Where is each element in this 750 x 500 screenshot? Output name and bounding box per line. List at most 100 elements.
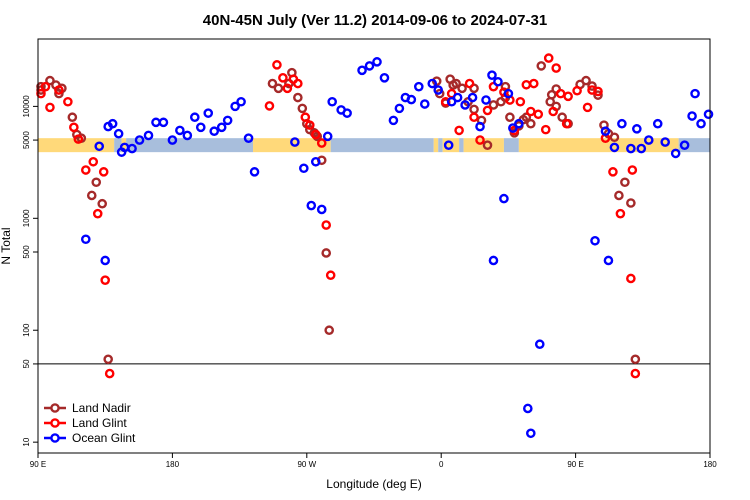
data-point: [36, 88, 46, 99]
data-point: [526, 106, 536, 117]
data-point: [40, 81, 51, 92]
data-point: [620, 177, 630, 188]
data-point: [536, 61, 547, 71]
data-point: [551, 63, 561, 73]
data-point: [236, 96, 246, 107]
data-point: [609, 142, 620, 153]
x-tick-label: 90 W: [297, 460, 316, 469]
data-point: [475, 121, 485, 132]
data-point: [209, 126, 220, 137]
data-point: [306, 200, 317, 211]
data-point: [493, 76, 503, 87]
data-point: [316, 138, 327, 148]
y-tick-label: 5000: [22, 131, 31, 149]
y-axis-label: N Total: [0, 227, 13, 264]
data-point: [189, 112, 200, 123]
data-point: [324, 325, 335, 336]
data-point: [230, 101, 240, 112]
band-segment-ocean: [330, 138, 434, 153]
data-point: [636, 143, 647, 154]
data-point: [670, 148, 681, 159]
data-point: [515, 96, 526, 107]
band-segment-ocean: [678, 138, 710, 153]
band-segment-ocean: [126, 138, 254, 153]
data-point: [488, 255, 499, 266]
data-point: [299, 163, 309, 174]
data-point: [94, 141, 105, 152]
data-point: [505, 112, 515, 123]
data-point: [587, 81, 597, 91]
chart-title: 40N-45N July (Ver 11.2) 2014-09-06 to 20…: [203, 12, 547, 29]
data-point: [454, 125, 464, 136]
data-point: [73, 134, 84, 144]
band-segment-ocean: [459, 138, 464, 153]
data-point: [316, 204, 327, 215]
x-tick-label: 180: [703, 460, 717, 469]
data-point: [357, 65, 367, 76]
data-point: [54, 85, 64, 95]
data-point: [626, 273, 636, 284]
data-point: [267, 78, 278, 89]
band-segment-land: [121, 138, 127, 153]
data-point: [372, 57, 382, 67]
data-point: [151, 117, 161, 128]
data-point: [545, 96, 556, 107]
data-point: [293, 78, 303, 89]
data-point: [203, 108, 214, 118]
data-point: [572, 85, 582, 96]
data-point: [300, 112, 311, 123]
data-point: [548, 106, 559, 117]
data-point: [464, 78, 475, 89]
data-point: [467, 92, 478, 103]
y-axis-ticks: 10 50 100 500 1000 5000 10000: [22, 95, 38, 447]
data-point: [630, 354, 641, 365]
data-point: [582, 102, 593, 113]
data-point: [499, 87, 509, 97]
band-segment-land: [518, 138, 679, 153]
data-point: [97, 198, 108, 209]
data-point: [222, 115, 233, 126]
series-ocean-glint: [80, 57, 714, 439]
data-point: [388, 115, 399, 126]
data-point: [643, 135, 654, 145]
data-point: [216, 122, 227, 133]
data-point: [626, 143, 636, 154]
data-point: [679, 140, 690, 150]
legend-swatch-marker: [50, 418, 60, 428]
data-point: [503, 88, 514, 99]
data-point: [603, 255, 614, 266]
data-point: [526, 428, 536, 439]
data-point: [561, 118, 572, 129]
data-point: [581, 75, 591, 86]
data-point: [452, 92, 463, 103]
data-point: [460, 100, 470, 110]
data-point: [555, 88, 566, 99]
data-point: [419, 99, 430, 109]
legend-swatch-marker: [50, 403, 60, 413]
data-point: [249, 167, 260, 177]
data-point: [310, 129, 321, 140]
data-point: [195, 122, 206, 133]
data-point: [379, 73, 390, 83]
data-point: [534, 339, 545, 350]
data-point: [475, 135, 485, 145]
data-point: [533, 109, 544, 120]
data-point: [100, 255, 110, 266]
data-point: [104, 368, 115, 379]
data-point: [481, 95, 491, 105]
data-point: [45, 102, 55, 113]
data-point: [687, 111, 697, 121]
data-point: [182, 130, 193, 141]
data-point: [482, 140, 493, 150]
legend-item: Ocean Glint: [44, 431, 136, 445]
x-tick-label: 0: [439, 460, 444, 469]
legend-label: Land Nadir: [72, 401, 131, 415]
data-point: [272, 60, 282, 70]
data-point: [304, 120, 315, 130]
plot-frame: [37, 38, 711, 454]
data-point: [325, 270, 336, 281]
data-point: [652, 118, 663, 129]
legend-label: Ocean Glint: [72, 431, 136, 445]
data-point: [608, 167, 618, 177]
